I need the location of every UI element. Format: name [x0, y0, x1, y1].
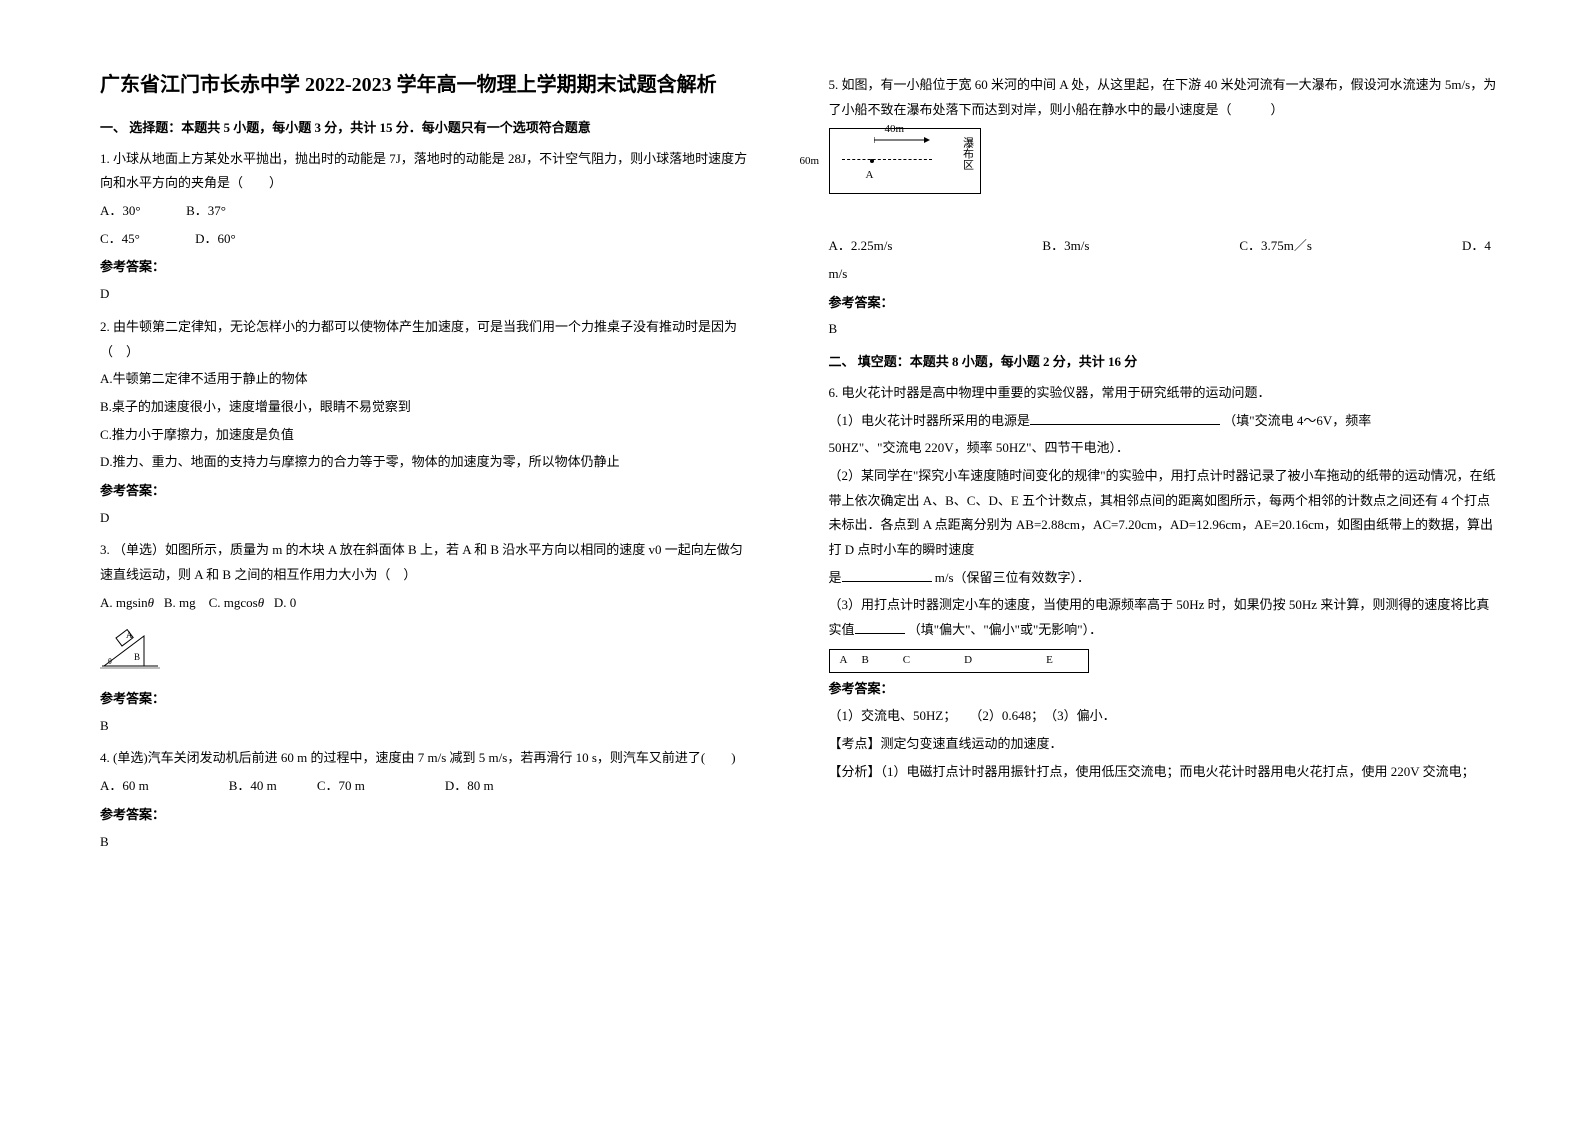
tape-figure: A B C D E	[829, 649, 1089, 673]
blank-input[interactable]	[1030, 411, 1220, 425]
fig-dashline	[842, 159, 932, 160]
q1-answer-label: 参考答案：	[100, 255, 749, 280]
q5-opt-d: D．4	[1462, 234, 1491, 259]
q2-answer: D	[100, 506, 749, 531]
q6-fenxi: 【分析】（1）电磁打点计时器用振针打点，使用低压交流电；而电火花计时器用电火花打…	[829, 760, 1498, 785]
q6-kaodian: 【考点】测定匀变速直线运动的加速度．	[829, 732, 1498, 757]
left-column: 广东省江门市长赤中学 2022-2023 学年高一物理上学期期末试题含解析 一、…	[100, 70, 799, 1082]
q5-text: 5. 如图，有一小船位于宽 60 米河的中间 A 处，从这里起，在下游 40 米…	[829, 73, 1498, 122]
q5-opt-d2: m/s	[829, 262, 1498, 287]
spacer	[829, 204, 1498, 234]
q3-opt-b: B. mg	[164, 595, 196, 610]
q6-answer: （1）交流电、50HZ； （2）0.648； （3）偏小．	[829, 704, 1498, 729]
blank-input[interactable]	[842, 568, 932, 582]
q4-answer-label: 参考答案：	[100, 803, 749, 828]
tape-pt-a: A	[840, 650, 848, 671]
q2-opt-b: B.桌子的加速度很小，速度增量很小，眼睛不易觉察到	[100, 395, 749, 420]
fig-label-a: A	[866, 165, 874, 186]
q1-options-row2: C．45° D．60°	[100, 227, 749, 252]
theta-icon: θ	[258, 595, 264, 610]
fig-label-60m: 60m	[800, 151, 820, 172]
q2-text: 2. 由牛顿第二定律知，无论怎样小的力都可以使物体产生加速度，可是当我们用一个力…	[100, 315, 749, 364]
q2-opt-d: D.推力、重力、地面的支持力与摩擦力的合力等于零，物体的加速度为零，所以物体仍静…	[100, 450, 749, 475]
right-column: 5. 如图，有一小船位于宽 60 米河的中间 A 处，从这里起，在下游 40 米…	[799, 70, 1498, 1082]
q3-text: 3. （单选）如图所示，质量为 m 的木块 A 放在斜面体 B 上，若 A 和 …	[100, 538, 749, 587]
page: 广东省江门市长赤中学 2022-2023 学年高一物理上学期期末试题含解析 一、…	[0, 0, 1587, 1122]
q6-l5b: m/s（保留三位有效数字）．	[935, 570, 1090, 585]
section-1-heading: 一、 选择题：本题共 5 小题，每小题 3 分，共计 15 分．每小题只有一个选…	[100, 116, 749, 141]
q6-l5a: 是	[829, 570, 842, 585]
q5-answer: B	[829, 317, 1498, 342]
q5-opt-b: B．3m/s	[1042, 234, 1089, 259]
q6-l4: （2）某同学在"探究小车速度随时间变化的规律"的实验中，用打点计时器记录了被小车…	[829, 464, 1498, 563]
q4-options: A．60 m B．40 m C．70 m D．80 m	[100, 774, 749, 799]
fig-point-a	[870, 159, 874, 163]
q5-answer-label: 参考答案：	[829, 291, 1498, 316]
q3-opt-a: A. mgsin	[100, 595, 148, 610]
q4-text: 4. (单选)汽车关闭发动机后前进 60 m 的过程中，速度由 7 m/s 减到…	[100, 746, 749, 771]
q6-l3: 50HZ"、"交流电 220V，频率 50HZ"、四节干电池）．	[829, 436, 1498, 461]
q1-options-row1: A．30° B．37°	[100, 199, 749, 224]
q6-l5: 是 m/s（保留三位有效数字）．	[829, 566, 1498, 591]
fig-label-theta: θ	[108, 657, 112, 666]
fig-label-a: A	[126, 630, 133, 640]
doc-title: 广东省江门市长赤中学 2022-2023 学年高一物理上学期期末试题含解析	[100, 70, 749, 100]
q1-opt-c: C．45°	[100, 231, 140, 246]
q1-opt-a: A．30°	[100, 203, 141, 218]
q4-opt-b: B．40 m	[229, 774, 277, 799]
q2-opt-a: A.牛顿第二定律不适用于静止的物体	[100, 367, 749, 392]
q5-options: A．2.25m/s B．3m/s C．3.75m／s D．4	[829, 234, 1498, 259]
q1-answer: D	[100, 282, 749, 307]
q3-options: A. mgsinθ B. mg C. mgcosθ D. 0	[100, 591, 749, 616]
fig-label-b: B	[134, 652, 140, 662]
tape-pt-e: E	[1046, 650, 1053, 671]
q5-opt-a: A．2.25m/s	[829, 234, 893, 259]
q4-opt-d: D．80 m	[445, 774, 494, 799]
q3-answer: B	[100, 714, 749, 739]
q6-answer-label: 参考答案：	[829, 677, 1498, 702]
q6-l1: 6. 电火花计时器是高中物理中重要的实验仪器，常用于研究纸带的运动问题．	[829, 381, 1498, 406]
q2-opt-c: C.推力小于摩擦力，加速度是负值	[100, 423, 749, 448]
q3-answer-label: 参考答案：	[100, 687, 749, 712]
q3-opt-d: D. 0	[274, 595, 296, 610]
tape-pt-d: D	[964, 650, 972, 671]
q4-answer: B	[100, 830, 749, 855]
tape-pt-b: B	[861, 650, 868, 671]
q4-opt-a: A．60 m	[100, 774, 149, 799]
theta-icon: θ	[148, 595, 154, 610]
q6-l2: （1）电火花计时器所采用的电源是 （填"交流电 4～6V，频率	[829, 409, 1498, 434]
q6-l2a: （1）电火花计时器所采用的电源是	[829, 413, 1031, 428]
tape-pt-c: C	[903, 650, 910, 671]
fig-label-pubu: 瀑布区	[961, 137, 973, 170]
incline-figure: A B θ	[100, 622, 160, 670]
q3-opt-c: C. mgcos	[209, 595, 258, 610]
q5-opt-c: C．3.75m／s	[1239, 234, 1312, 259]
q1-opt-d: D．60°	[195, 231, 236, 246]
river-figure: 40m 60m A 瀑布区	[829, 128, 981, 194]
arrow-icon	[874, 135, 930, 145]
q2-answer-label: 参考答案：	[100, 479, 749, 504]
q1-text: 1. 小球从地面上方某处水平抛出，抛出时的动能是 7J，落地时的动能是 28J，…	[100, 147, 749, 196]
section-2-heading: 二、 填空题：本题共 8 小题，每小题 2 分，共计 16 分	[829, 350, 1498, 375]
blank-input[interactable]	[855, 620, 905, 634]
q6-l6b: （填"偏大"、"偏小"或"无影响"）．	[908, 622, 1102, 637]
q6-l2b: （填"交流电 4～6V，频率	[1223, 413, 1371, 428]
q1-opt-b: B．37°	[186, 203, 226, 218]
q4-opt-c: C．70 m	[317, 774, 365, 799]
q6-l6: （3）用打点计时器测定小车的速度，当使用的电源频率高于 50Hz 时，如果仍按 …	[829, 593, 1498, 642]
